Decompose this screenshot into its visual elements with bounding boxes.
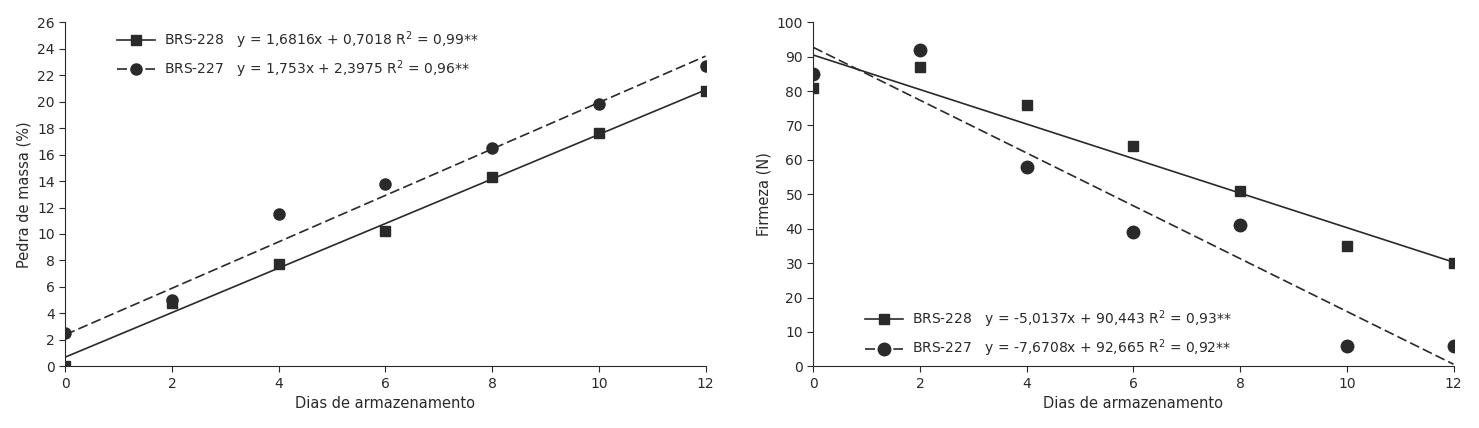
X-axis label: Dias de armazenamento: Dias de armazenamento [1044, 396, 1223, 411]
Y-axis label: Firmeza (N): Firmeza (N) [756, 152, 771, 236]
Legend: BRS-228   y = 1,6816x + 0,7018 R$^{2}$ = 0,99**, BRS-227   y = 1,753x + 2,3975 R: BRS-228 y = 1,6816x + 0,7018 R$^{2}$ = 0… [117, 29, 479, 80]
Legend: BRS-228   y = -5,0137x + 90,443 R$^{2}$ = 0,93**, BRS-227   y = -7,6708x + 92,66: BRS-228 y = -5,0137x + 90,443 R$^{2}$ = … [865, 309, 1232, 360]
X-axis label: Dias de armazenamento: Dias de armazenamento [296, 396, 475, 411]
Y-axis label: Pedra de massa (%): Pedra de massa (%) [16, 121, 31, 268]
